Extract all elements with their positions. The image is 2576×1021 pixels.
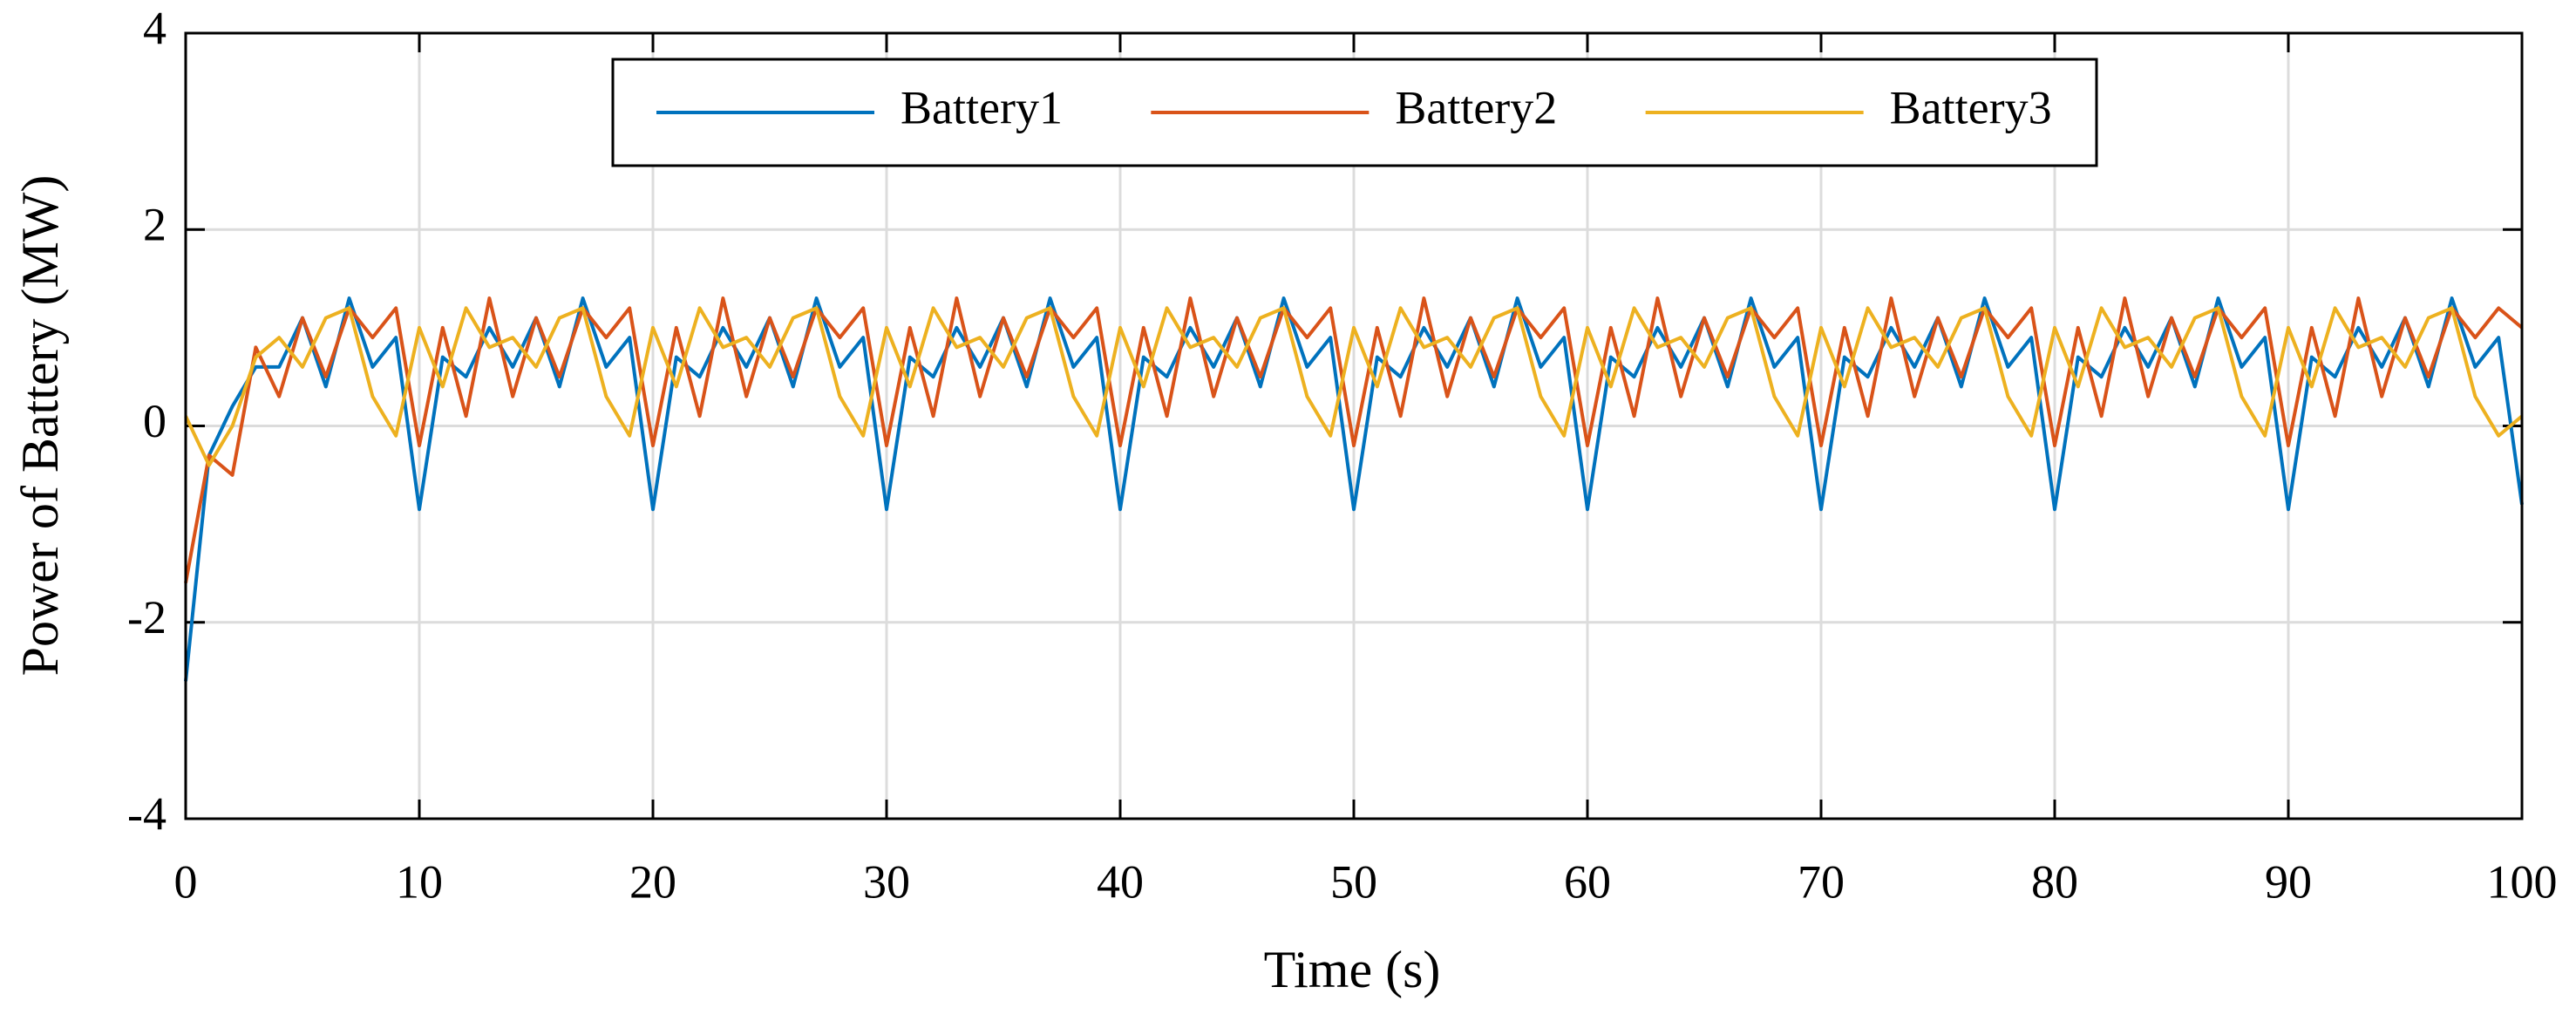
plot-frame [184, 31, 2524, 820]
data-line [184, 306, 2524, 467]
legend-label: Battery2 [1395, 81, 1557, 133]
y-tick-label: -2 [127, 591, 167, 643]
x-tick-label: 100 [2487, 855, 2558, 908]
x-tick-label: 30 [863, 855, 910, 908]
x-tick-label: 10 [396, 855, 443, 908]
x-tick-label: 20 [629, 855, 676, 908]
y-tick-label: -4 [127, 787, 167, 840]
x-axis-label: Time (s) [1264, 941, 1441, 998]
y-tick-label: 4 [143, 2, 167, 54]
legend-label: Battery1 [901, 81, 1063, 133]
x-tick-label: 0 [174, 855, 198, 908]
data-line [184, 296, 2524, 584]
x-tick-label: 90 [2265, 855, 2312, 908]
y-axis-label: Power of Battery (MW) [11, 175, 69, 677]
x-tick-label: 80 [2031, 855, 2078, 908]
x-tick-label: 60 [1564, 855, 1611, 908]
x-tick-label: 40 [1097, 855, 1144, 908]
x-tick-label: 50 [1330, 855, 1377, 908]
x-tick-label: 70 [1798, 855, 1845, 908]
y-tick-label: 2 [143, 199, 167, 251]
y-tick-label: 0 [143, 395, 167, 447]
legend-label: Battery3 [1890, 81, 2052, 133]
